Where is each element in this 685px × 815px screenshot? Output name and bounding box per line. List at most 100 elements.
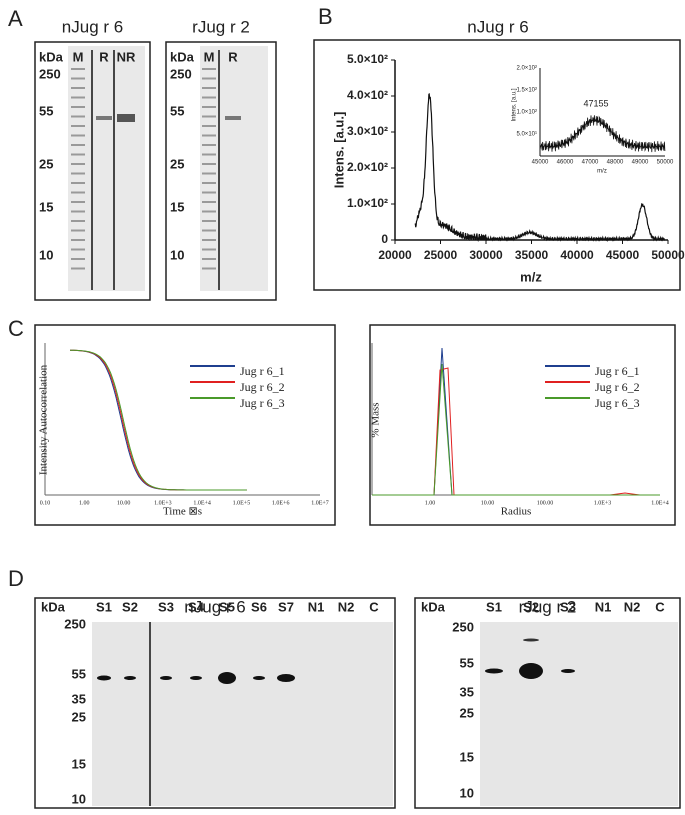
marker-label: 10 bbox=[170, 247, 184, 262]
gel-frame bbox=[34, 41, 151, 301]
x-tick-label: 50000 bbox=[651, 248, 685, 262]
gel-title: nJug r 6 bbox=[62, 17, 123, 36]
ladder-band bbox=[202, 77, 216, 80]
lane-label: N2 bbox=[338, 599, 355, 614]
ladder-band bbox=[202, 229, 216, 232]
lane-label: S2 bbox=[122, 599, 138, 614]
blot-band bbox=[124, 676, 136, 680]
ladder-band bbox=[202, 239, 216, 241]
y-tick-label: 3.0×10² bbox=[347, 124, 388, 138]
ladder-band bbox=[202, 106, 216, 108]
x-tick-label: 25000 bbox=[424, 248, 458, 262]
unit-label: kDa bbox=[41, 599, 66, 614]
ladder-band bbox=[71, 248, 85, 251]
gel-title: rJug r 2 bbox=[192, 17, 250, 36]
lane-label: S3 bbox=[560, 599, 576, 614]
marker-label: 55 bbox=[39, 103, 53, 118]
ladder-band bbox=[71, 229, 85, 232]
marker-label: 250 bbox=[170, 66, 192, 81]
ladder-band bbox=[71, 191, 85, 194]
lane-label: C bbox=[655, 599, 665, 614]
ladder-band bbox=[202, 220, 216, 222]
spectrum bbox=[414, 92, 665, 243]
marker-label: 250 bbox=[64, 616, 86, 631]
x-tick-label: 50000 bbox=[657, 160, 674, 166]
y-axis-label: Intens. [a.u.] bbox=[512, 88, 518, 121]
marker-label: 15 bbox=[72, 756, 86, 771]
gel bbox=[68, 46, 145, 291]
ladder-band bbox=[71, 144, 85, 146]
y-tick-label: 1.5×10² bbox=[516, 88, 537, 94]
inset-spectrum bbox=[539, 115, 666, 153]
ladder-band bbox=[202, 87, 216, 89]
ladder-band bbox=[71, 106, 85, 108]
lane-label: NR bbox=[117, 49, 136, 64]
x-tick-label: 1.00 bbox=[425, 500, 436, 506]
blot-band bbox=[160, 676, 172, 680]
x-tick-label: 40000 bbox=[560, 248, 594, 262]
blot-title: rJug r 2 bbox=[519, 597, 577, 616]
blot-frame bbox=[414, 597, 681, 809]
ladder-band bbox=[202, 248, 216, 251]
y-axis-label: % Mass bbox=[370, 402, 382, 437]
panel-label: D bbox=[8, 566, 24, 591]
marker-label: 35 bbox=[460, 684, 474, 699]
ladder-band bbox=[71, 182, 85, 184]
lane-label: S6 bbox=[251, 599, 267, 614]
blot-band bbox=[218, 672, 236, 684]
lane-label: S5 bbox=[219, 599, 235, 614]
y-tick-label: 2.0×10² bbox=[516, 66, 537, 72]
blot-band bbox=[561, 669, 575, 673]
marker-label: 35 bbox=[72, 691, 86, 706]
x-tick-label: 45000 bbox=[532, 160, 549, 166]
ladder-band bbox=[71, 239, 85, 241]
lane-label: M bbox=[73, 49, 84, 64]
marker-label: 15 bbox=[39, 199, 53, 214]
ladder-band bbox=[71, 172, 85, 175]
ladder-band bbox=[202, 125, 216, 127]
x-axis-label: m/z bbox=[597, 169, 607, 175]
blot bbox=[480, 622, 678, 806]
panel-label: A bbox=[8, 6, 23, 31]
x-tick-label: 20000 bbox=[378, 248, 412, 262]
blot-band bbox=[190, 676, 202, 680]
lane-label: S1 bbox=[486, 599, 502, 614]
x-tick-label: 47000 bbox=[582, 160, 599, 166]
x-tick-label: 30000 bbox=[469, 248, 503, 262]
y-axis-label: Intensity Autocorrelation bbox=[38, 364, 50, 475]
panel-frame bbox=[369, 324, 676, 526]
marker-label: 10 bbox=[460, 785, 474, 800]
ladder-band bbox=[202, 210, 216, 213]
ladder-band bbox=[71, 153, 85, 156]
y-tick-label: 4.0×10² bbox=[347, 88, 388, 102]
ladder-band bbox=[202, 153, 216, 156]
ladder-band bbox=[71, 125, 85, 127]
ladder-band bbox=[71, 163, 85, 165]
x-tick-label: 0.10 bbox=[40, 500, 51, 506]
ladder-band bbox=[202, 182, 216, 184]
lane-label: S7 bbox=[278, 599, 294, 614]
x-tick-label: 1.0E+4 bbox=[651, 500, 669, 506]
lane-label: S4 bbox=[188, 599, 205, 614]
blot-band bbox=[519, 663, 543, 679]
x-tick-label: 1.0E+7 bbox=[311, 500, 329, 506]
lane-label: S1 bbox=[96, 599, 112, 614]
x-tick-label: 10.00 bbox=[117, 500, 131, 506]
ladder-band bbox=[202, 68, 216, 70]
marker-label: 55 bbox=[170, 103, 184, 118]
x-axis-label: Radius bbox=[501, 506, 532, 518]
ladder-band bbox=[71, 267, 85, 270]
ladder-band bbox=[71, 134, 85, 137]
ladder-band bbox=[71, 68, 85, 70]
lane-label: N2 bbox=[624, 599, 641, 614]
unit-label: kDa bbox=[39, 49, 64, 64]
x-tick-label: 49000 bbox=[632, 160, 649, 166]
lane-label: M bbox=[204, 49, 215, 64]
lane-label: N1 bbox=[595, 599, 612, 614]
blot-band bbox=[97, 675, 111, 681]
ladder-band bbox=[202, 258, 216, 260]
panel-frame bbox=[34, 324, 336, 526]
lane-label: R bbox=[99, 49, 109, 64]
legend-label: Jug r 6_3 bbox=[595, 396, 640, 410]
marker-label: 250 bbox=[39, 66, 61, 81]
